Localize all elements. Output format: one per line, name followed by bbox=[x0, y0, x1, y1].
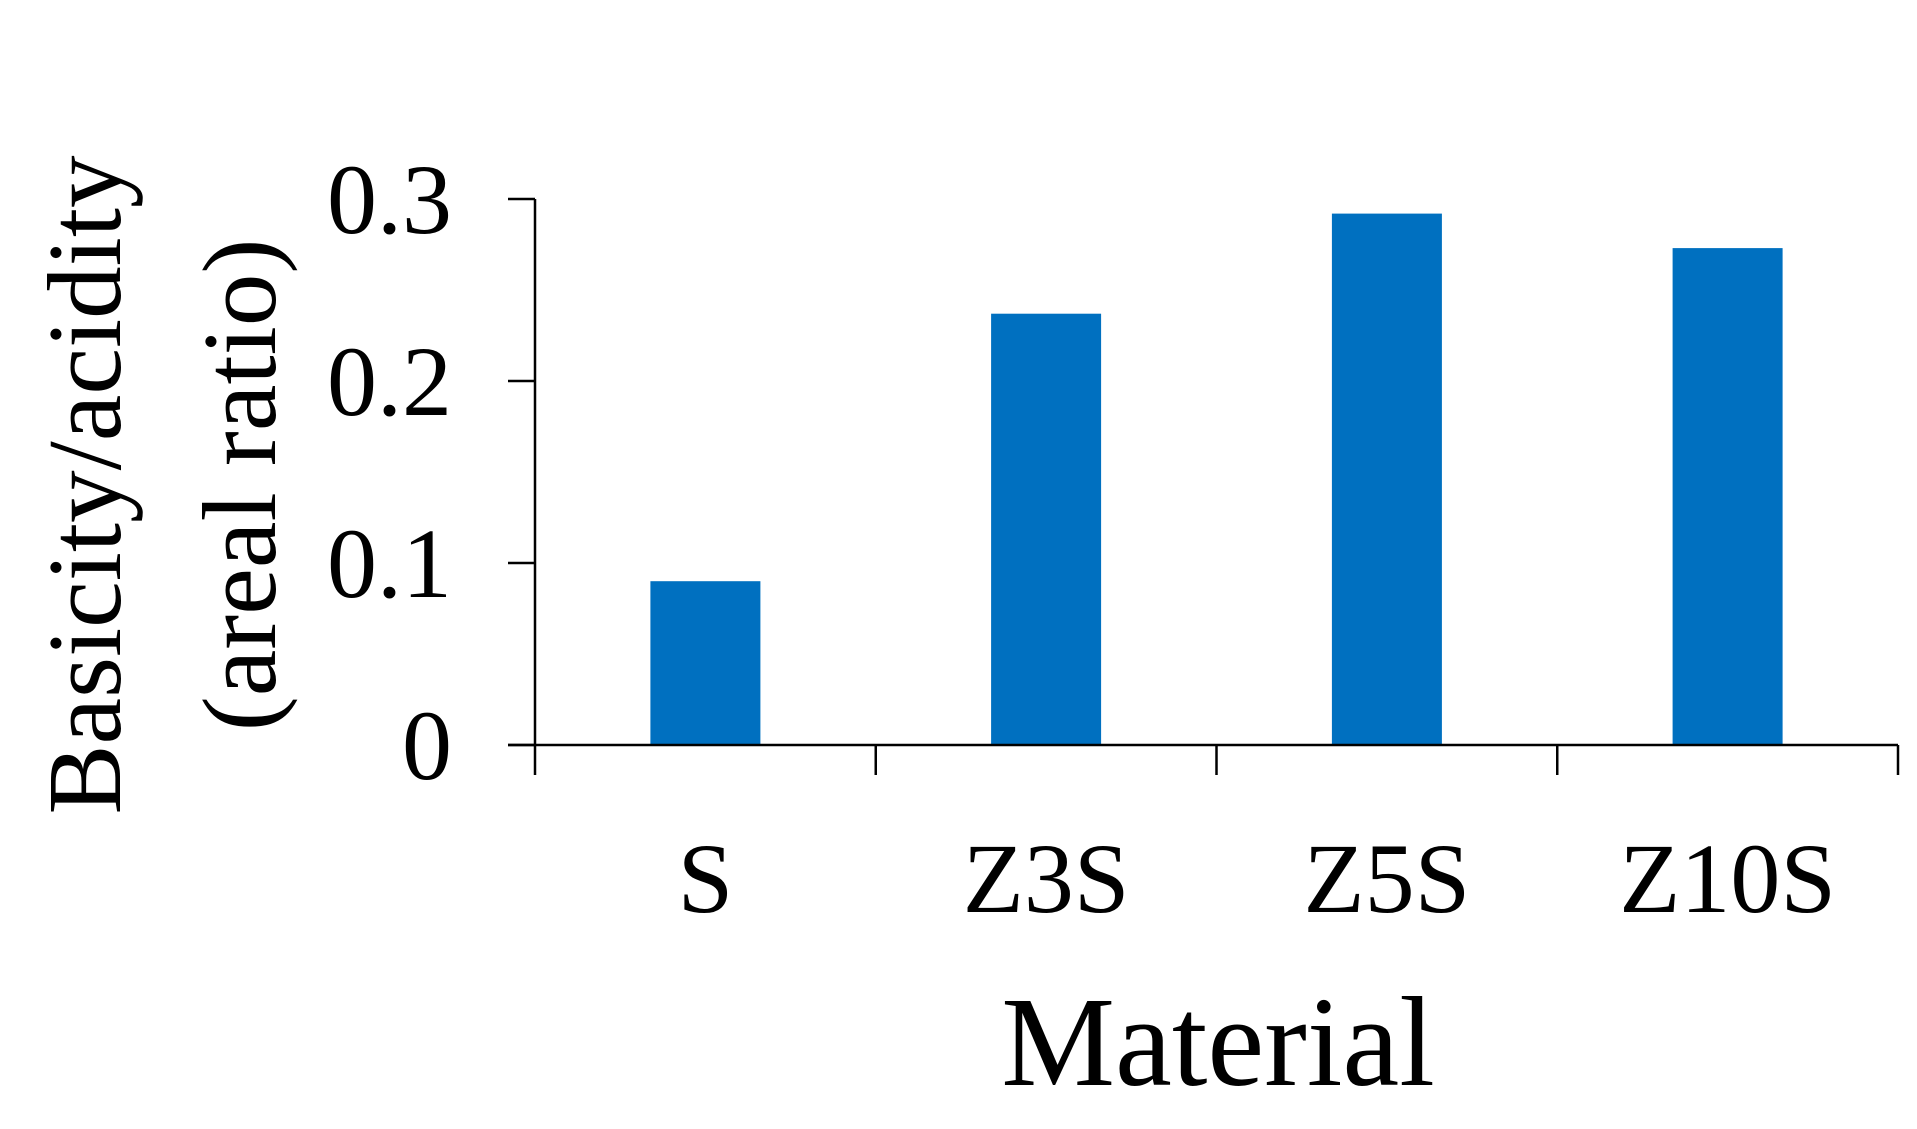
y-tick-label: 0.3 bbox=[327, 144, 452, 255]
y-axis-label-line2: (areal ratio) bbox=[181, 239, 298, 732]
axes-layer bbox=[508, 197, 1900, 775]
x-tick-label-z3s: Z3S bbox=[963, 823, 1130, 934]
y-tick-label: 0.2 bbox=[327, 326, 452, 437]
y-tick-label: 0 bbox=[402, 690, 452, 801]
bar-z5s bbox=[1331, 213, 1442, 746]
labels-layer: Basicity/acidity (areal ratio) Material … bbox=[26, 144, 1836, 1113]
bar-z3s bbox=[991, 313, 1102, 745]
x-tick-label-z5s: Z5S bbox=[1304, 823, 1471, 934]
y-axis-label-line1: Basicity/acidity bbox=[26, 155, 143, 815]
x-axis-label: Material bbox=[1001, 971, 1435, 1113]
bars-layer bbox=[650, 213, 1783, 746]
y-tick-label: 0.1 bbox=[327, 508, 452, 619]
bar-z10s bbox=[1672, 248, 1783, 745]
x-tick-label-z10s: Z10S bbox=[1619, 823, 1836, 934]
x-tick-label-s: S bbox=[678, 823, 734, 934]
bar-s bbox=[650, 581, 761, 745]
